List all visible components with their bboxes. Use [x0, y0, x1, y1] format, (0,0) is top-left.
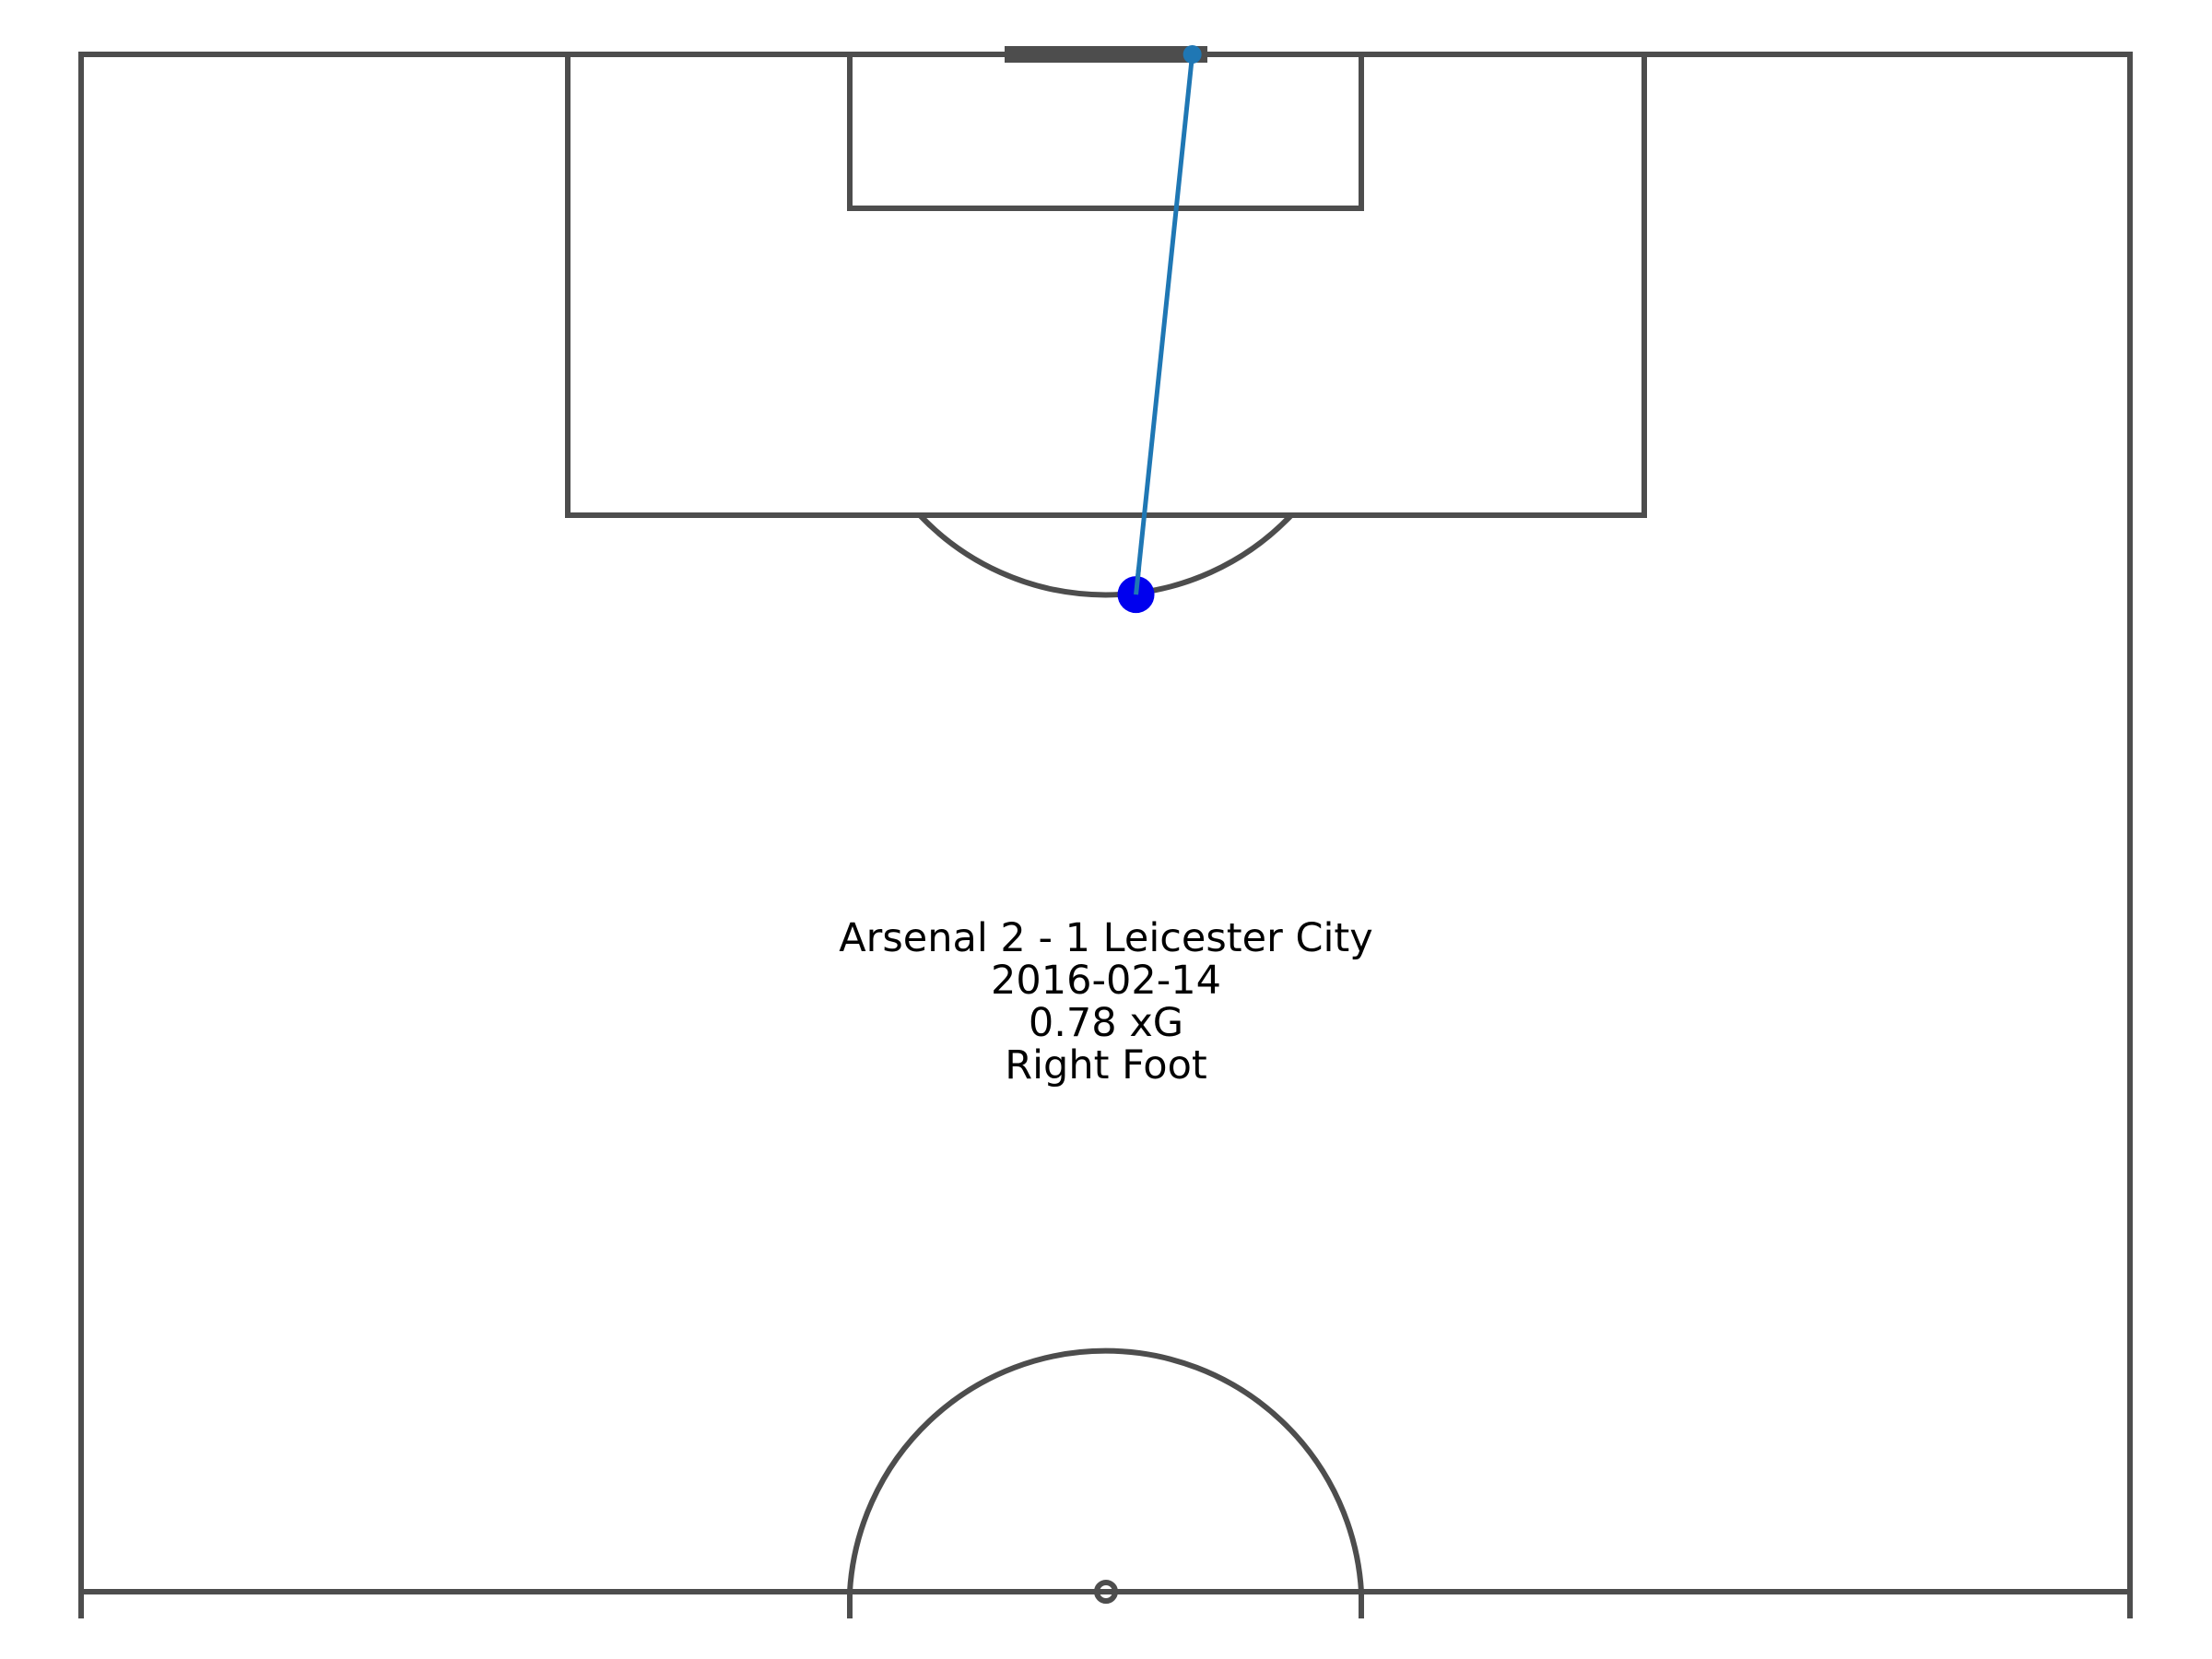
six-yard-box [847, 52, 1364, 211]
body-part-label: Right Foot [1005, 1042, 1207, 1088]
xg-label: 0.78 xG [1029, 1000, 1183, 1046]
center-spot [1094, 1580, 1118, 1604]
pitch-lines [78, 46, 2133, 1618]
shot-trajectory [1134, 53, 1195, 595]
penalty-arc [917, 512, 1294, 598]
shot-end-point [1182, 45, 1202, 64]
shot-annotation: Arsenal 2 - 1 Leicester City 2016-02-14 … [839, 915, 1372, 1088]
outer-boundary [78, 52, 2133, 1618]
center-circle [847, 1347, 1364, 1618]
match-label: Arsenal 2 - 1 Leicester City [839, 915, 1372, 961]
date-label: 2016-02-14 [991, 958, 1221, 1004]
shot-trajectory-overlay [1134, 567, 1142, 595]
penalty-area [565, 52, 1647, 518]
shot-layer [1117, 45, 1202, 614]
